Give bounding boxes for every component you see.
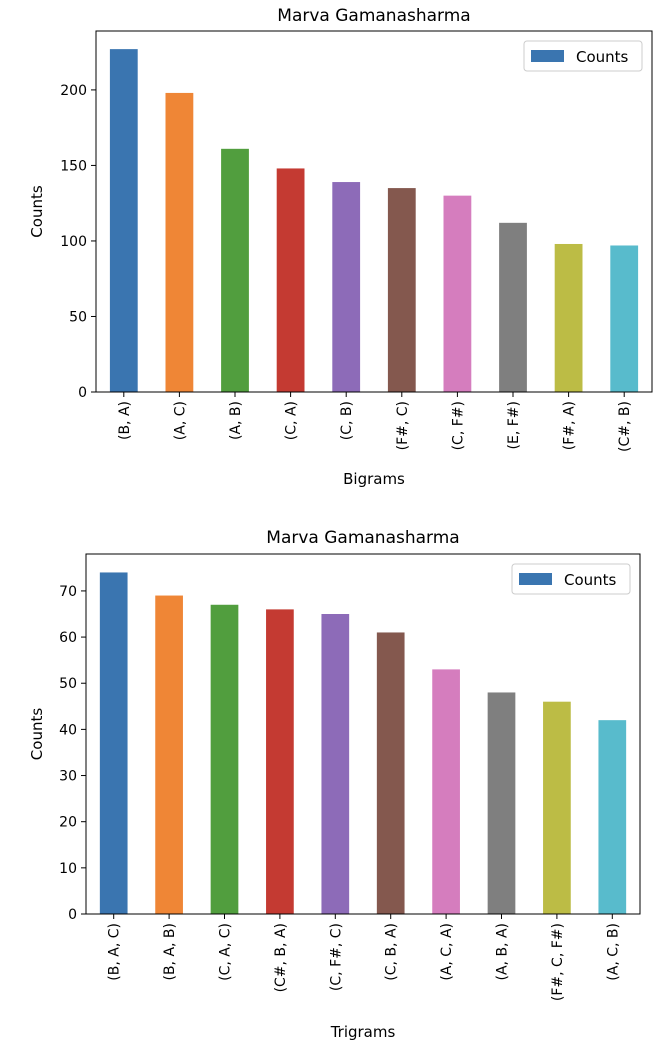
legend: Counts bbox=[523, 40, 643, 72]
chart-title: Marva Gamanasharma bbox=[266, 528, 459, 548]
x-tick-label: (F#, C, F#) bbox=[550, 923, 566, 1001]
y-tick-label: 100 bbox=[60, 234, 87, 250]
x-tick-label: (E, F#) bbox=[506, 401, 522, 449]
bar-1 bbox=[109, 49, 138, 393]
x-tick-label: (B, A, B) bbox=[162, 923, 178, 981]
y-tick-label: 50 bbox=[69, 309, 87, 325]
x-tick-label: (C, B, A) bbox=[384, 923, 400, 981]
axes-frame bbox=[95, 30, 653, 393]
x-tick-label: (B, A) bbox=[117, 401, 133, 440]
bar-4 bbox=[266, 609, 294, 914]
legend-label: Counts bbox=[576, 48, 629, 66]
legend-box bbox=[511, 563, 631, 595]
bar-7 bbox=[443, 195, 472, 392]
y-tick-label: 40 bbox=[59, 722, 77, 738]
y-axis-label: Counts bbox=[28, 185, 46, 238]
bar-3 bbox=[210, 604, 239, 914]
y-tick-label: 30 bbox=[59, 769, 77, 785]
bar-5 bbox=[332, 182, 361, 392]
bar-1 bbox=[99, 572, 128, 914]
y-tick-label: 70 bbox=[59, 584, 77, 600]
bar-10 bbox=[598, 720, 627, 914]
y-tick-label: 50 bbox=[59, 676, 77, 692]
x-tick-label: (A, C) bbox=[172, 401, 188, 440]
bar-9 bbox=[543, 701, 571, 914]
bar-2 bbox=[165, 92, 194, 393]
bar-5 bbox=[321, 614, 350, 914]
chart-1: Marva Gamanasharma 0 50 100 150 200 (B, A) (A, … bbox=[28, 6, 653, 488]
bar-4 bbox=[276, 168, 305, 392]
x-tick-label: (C, A, C) bbox=[218, 923, 234, 981]
y-tick-label: 20 bbox=[59, 815, 77, 831]
y-tick-label: 60 bbox=[59, 630, 77, 646]
legend-swatch bbox=[519, 573, 552, 585]
legend: Counts bbox=[511, 563, 631, 595]
x-tick-label: (C, B) bbox=[339, 401, 355, 440]
x-tick-label: (F#, C) bbox=[395, 401, 411, 450]
bar-6 bbox=[376, 632, 405, 914]
bar-3 bbox=[221, 148, 249, 392]
x-tick-label: (C, A) bbox=[284, 401, 300, 440]
legend-box bbox=[523, 40, 643, 72]
bar-9 bbox=[554, 243, 583, 392]
bar-7 bbox=[432, 669, 460, 914]
y-tick-label: 200 bbox=[60, 83, 87, 99]
bar-6 bbox=[387, 188, 416, 392]
bar-8 bbox=[487, 692, 516, 914]
x-axis-label: Bigrams bbox=[343, 470, 405, 488]
chart-title: Marva Gamanasharma bbox=[277, 6, 470, 26]
x-tick-label: (A, C, A) bbox=[439, 923, 455, 981]
x-tick-label: (A, B) bbox=[228, 401, 244, 440]
bar-2 bbox=[155, 595, 183, 914]
x-tick-label: (C, F#) bbox=[450, 401, 466, 450]
x-tick-label: (C#, B) bbox=[617, 401, 633, 452]
y-tick-label: 150 bbox=[60, 158, 87, 174]
legend-swatch bbox=[531, 50, 564, 62]
bar-10 bbox=[610, 245, 639, 392]
x-tick-label: (A, B, A) bbox=[495, 923, 511, 980]
bar-8 bbox=[499, 222, 527, 392]
y-tick-label: 0 bbox=[78, 385, 87, 401]
x-tick-label: (C#, B, A) bbox=[273, 923, 289, 992]
y-tick-label: 10 bbox=[59, 861, 77, 877]
x-tick-label: (C, F#, C) bbox=[328, 923, 344, 991]
chart-2: Marva Gamanasharma 0 10 20 30 40 50 60 70 (B, A, … bbox=[28, 528, 641, 1041]
y-tick-label: 0 bbox=[68, 907, 77, 923]
legend-label: Counts bbox=[564, 571, 617, 589]
x-tick-label: (B, A, C) bbox=[107, 923, 123, 981]
y-axis-label: Counts bbox=[28, 708, 46, 761]
axes-frame bbox=[85, 553, 641, 915]
x-axis-label: Trigrams bbox=[330, 1023, 396, 1041]
x-tick-label: (A, C, B) bbox=[605, 923, 621, 981]
x-tick-label: (F#, A) bbox=[562, 401, 578, 450]
